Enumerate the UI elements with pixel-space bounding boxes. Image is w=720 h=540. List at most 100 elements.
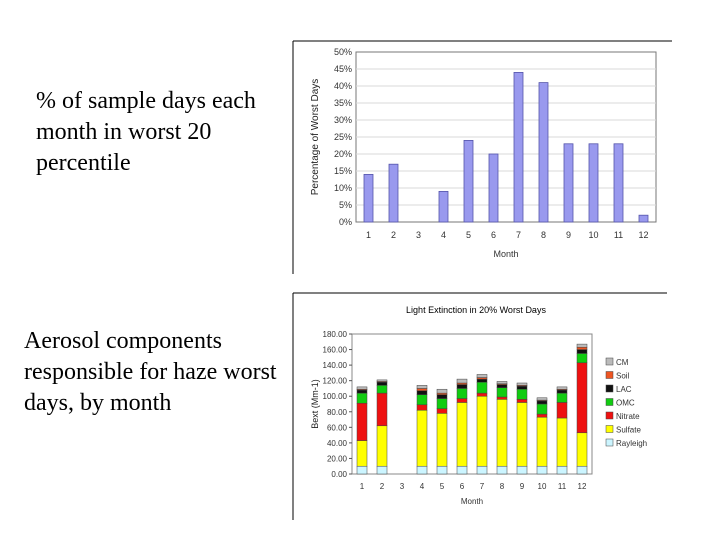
bar <box>488 153 499 223</box>
y-tick-label: 120.00 <box>323 377 348 386</box>
legend-swatch-nitrate <box>605 411 614 420</box>
bar <box>438 190 449 223</box>
legend-label: Rayleigh <box>616 439 647 448</box>
bar-segment-soil <box>416 388 428 392</box>
bar-segment-lac <box>576 349 588 354</box>
caption-worst-days: % of sample days each month in worst 20 … <box>36 88 256 176</box>
x-tick-label: 11 <box>558 482 567 491</box>
y-tick-label: 45% <box>334 64 352 74</box>
y-tick-label: 10% <box>334 183 352 193</box>
bar-segment-rayleigh <box>516 465 528 475</box>
bar <box>513 72 524 223</box>
legend-label: OMC <box>616 399 635 408</box>
bar-segment-rayleigh <box>496 465 508 475</box>
bar-segment-lac <box>456 384 468 389</box>
bar-segment-nitrate <box>456 398 468 403</box>
legend-swatch-soil <box>605 371 614 379</box>
bar-segment-rayleigh <box>536 465 548 475</box>
bar-segment-lac <box>536 400 548 405</box>
x-tick-label: 6 <box>491 230 496 240</box>
y-tick-label: 20% <box>334 149 352 159</box>
x-tick-label: 7 <box>516 230 521 240</box>
bar-segment-soil <box>576 346 588 350</box>
bar-segment-omc <box>436 398 448 409</box>
bar-segment-omc <box>516 388 528 400</box>
x-tick-label: 2 <box>380 482 385 491</box>
bar-segment-nitrate <box>376 392 388 427</box>
bar-segment-cm <box>376 379 388 382</box>
bar-segment-nitrate <box>436 408 448 414</box>
x-tick-label: 6 <box>460 482 465 491</box>
y-tick-label: 5% <box>339 200 352 210</box>
x-tick-label: 1 <box>366 230 371 240</box>
x-tick-label: 7 <box>480 482 485 491</box>
bar-segment-omc <box>536 403 548 415</box>
bar-segment-cm <box>536 397 548 401</box>
y-tick-label: 15% <box>334 166 352 176</box>
x-tick-label: 9 <box>566 230 571 240</box>
bar-segment-nitrate <box>496 396 508 400</box>
x-tick-label: 9 <box>520 482 525 491</box>
bar-segment-lac <box>416 390 428 395</box>
x-axis-label: Month <box>493 249 518 259</box>
bar-segment-sulfate <box>496 399 508 467</box>
bar <box>638 214 649 223</box>
bar <box>463 140 474 223</box>
legend: CM Soil LAC OMC Nitrate Sulfate Rayleigh <box>605 357 647 448</box>
x-tick-label: 12 <box>638 230 648 240</box>
x-axis-label: Month <box>461 497 483 506</box>
legend-swatch-omc <box>605 398 614 406</box>
legend-label: LAC <box>616 385 632 394</box>
x-tick-label: 4 <box>441 230 446 240</box>
bar-segment-sulfate <box>356 440 368 467</box>
bar-segment-sulfate <box>556 417 568 467</box>
worst-days-chart: 0%5%10%15%20%25%30%35%40%45%50%1 2 3 4 5 6 7 8 9… <box>292 40 672 274</box>
y-tick-label: 180.00 <box>323 330 348 339</box>
legend-label: Nitrate <box>616 412 640 421</box>
bar-segment-lac <box>436 394 448 399</box>
bar-segment-nitrate <box>576 362 588 434</box>
bar-segment-omc <box>456 388 468 399</box>
bar <box>588 143 599 223</box>
caption-aerosol-components: Aerosol components responsible for haze … <box>24 328 277 416</box>
x-tick-label: 8 <box>541 230 546 240</box>
legend-label: Sulfate <box>616 426 641 435</box>
y-axis-label: Bext (Mm-1) <box>310 379 320 429</box>
bar <box>563 143 574 223</box>
bar-segment-rayleigh <box>576 465 588 475</box>
bar-segment-omc <box>356 392 368 404</box>
bar-segment-omc <box>376 385 388 394</box>
bar-segment-lac <box>496 384 508 388</box>
bar-segment-cm <box>576 343 588 348</box>
bar-segment-rayleigh <box>436 465 448 475</box>
y-tick-label: 30% <box>334 115 352 125</box>
bar-segment-omc <box>476 381 488 394</box>
bar-segment-cm <box>516 382 528 386</box>
y-axis-label: Percentage of Worst Days <box>310 79 321 196</box>
bar-segment-cm <box>476 374 488 378</box>
light-extinction-chart: Light Extinction in 20% Worst Days 0.00 20… <box>292 292 667 520</box>
y-tick-label: 80.00 <box>327 408 348 417</box>
bar-segment-nitrate <box>416 404 428 411</box>
legend-label: CM <box>616 358 629 367</box>
bar <box>363 173 374 223</box>
y-tick-label: 40.00 <box>327 439 348 448</box>
bar-segment-sulfate <box>436 413 448 467</box>
bar-segment-sulfate <box>576 432 588 467</box>
bar-segment-nitrate <box>476 392 488 397</box>
bar-segment-nitrate <box>536 413 548 418</box>
bar-segment-cm <box>416 385 428 389</box>
legend-label: Soil <box>616 372 630 381</box>
bar-segment-omc <box>416 394 428 406</box>
bar-segment-lac <box>356 389 368 394</box>
chart-title: Light Extinction in 20% Worst Days <box>406 305 546 315</box>
y-tick-label: 20.00 <box>327 454 348 463</box>
x-tick-label: 1 <box>360 482 365 491</box>
bar-segment-nitrate <box>356 402 368 441</box>
bar-segment-omc <box>496 387 508 398</box>
legend-swatch-cm <box>605 357 614 366</box>
bar-segment-nitrate <box>556 402 568 419</box>
bar-segment-sulfate <box>476 395 488 467</box>
legend-swatch-lac <box>605 384 614 393</box>
bar-segment-cm <box>456 378 468 384</box>
